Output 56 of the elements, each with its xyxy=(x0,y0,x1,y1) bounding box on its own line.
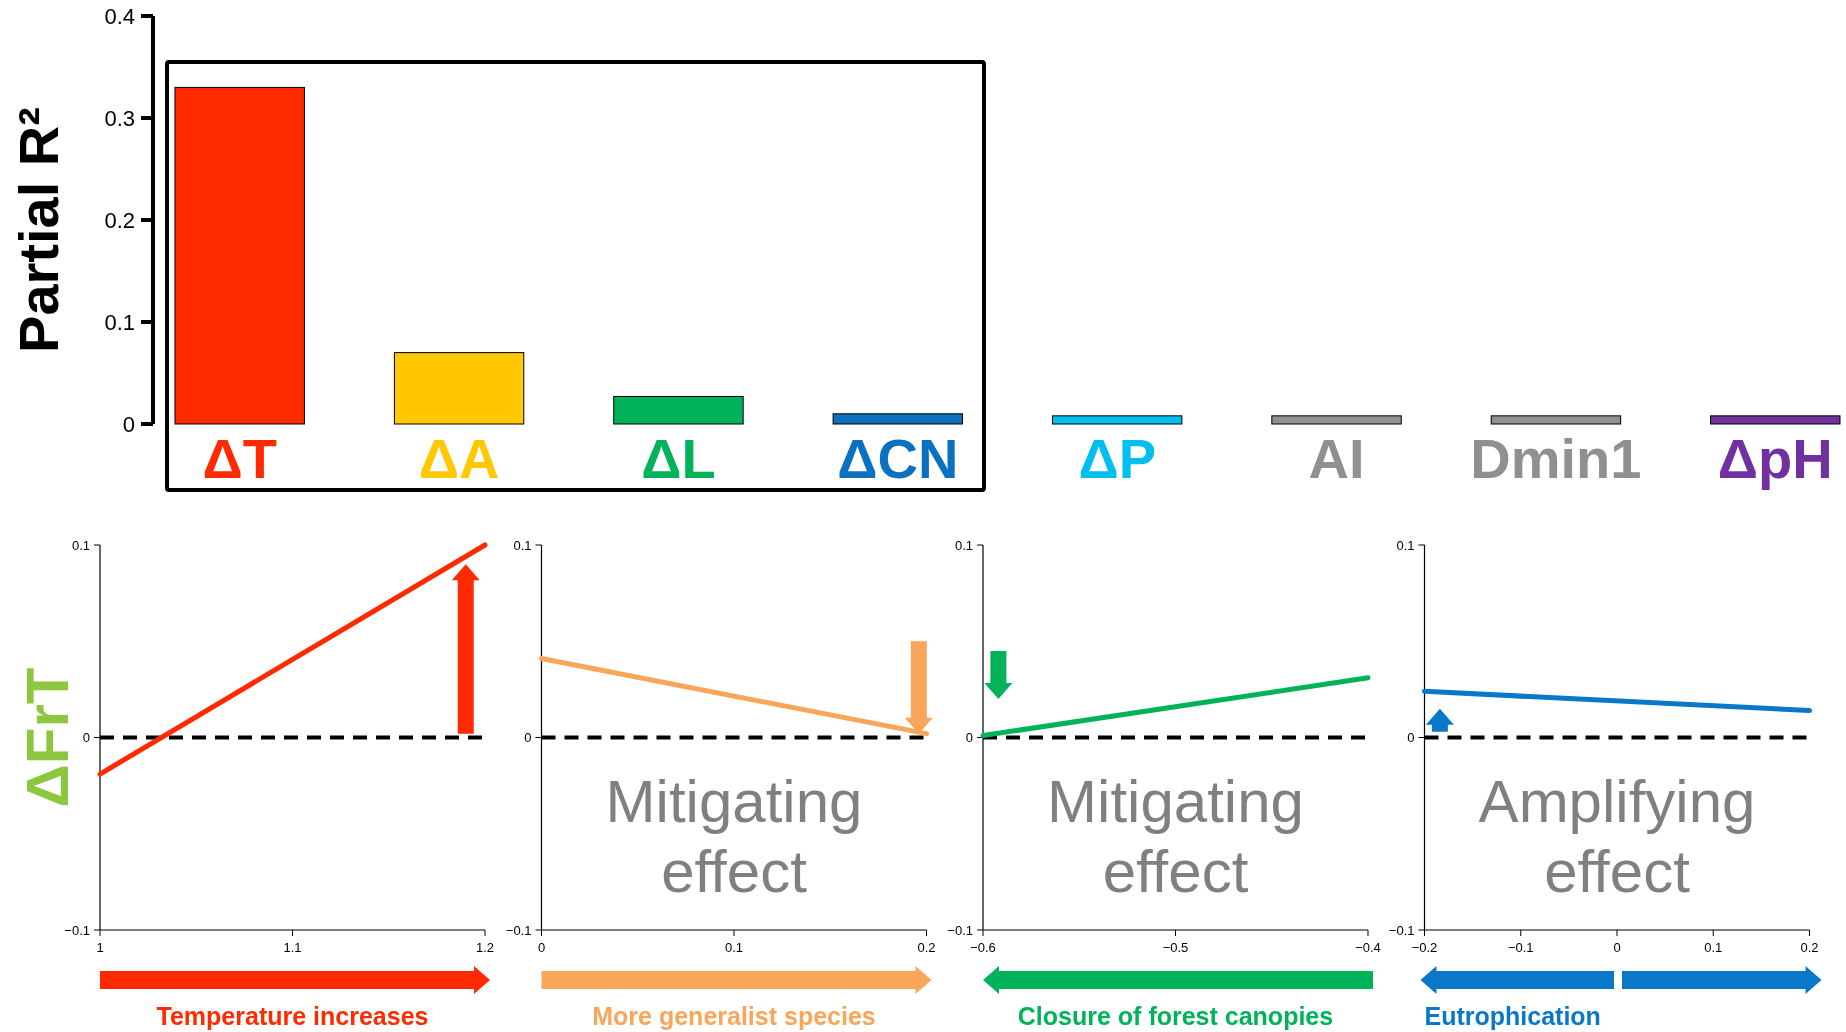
annotation: Amplifying effect xyxy=(1478,768,1756,905)
bar xyxy=(1051,415,1183,425)
x-tick-label: ΔpH xyxy=(1717,427,1833,490)
y-tick-label: 0.2 xyxy=(104,207,135,233)
x-axis-title: Temperature increases xyxy=(156,1002,429,1030)
y-tick-label: 0 xyxy=(82,730,90,746)
bar xyxy=(393,352,525,425)
x-axis-title: More generalist species xyxy=(592,1002,876,1030)
y-tick-label: 0.1 xyxy=(1396,537,1415,553)
y-tick-label: −0.1 xyxy=(1388,922,1415,938)
x-tick-label: −0.1 xyxy=(1507,940,1534,955)
x-tick-label: 0.1 xyxy=(724,940,744,955)
y-tick-label: 0.1 xyxy=(954,537,973,553)
bar xyxy=(1710,415,1841,425)
x-tick-label: −0.2 xyxy=(1411,940,1438,955)
x-tick-label: 0.2 xyxy=(1800,940,1819,955)
x-tick-label: 1.1 xyxy=(283,940,302,955)
y-tick-label: −0.1 xyxy=(947,922,973,938)
bar xyxy=(1271,415,1402,425)
y-tick-label: 0.1 xyxy=(513,537,532,553)
x-tick-label: −0.6 xyxy=(970,940,996,955)
y-tick-label: −0.1 xyxy=(505,922,532,938)
x-tick-label: 1 xyxy=(96,940,104,955)
x-axis-title: Closure of forest canopies xyxy=(1017,1002,1334,1030)
annotation: Mitigating effect xyxy=(605,768,863,905)
y-tick-label: 0 xyxy=(965,730,973,746)
x-tick-label: AI xyxy=(1308,427,1365,490)
x-tick-label: −0.4 xyxy=(1355,940,1381,955)
annotation: Mitigating effect xyxy=(1047,768,1304,905)
x-tick-label: ΔT xyxy=(202,427,277,490)
x-tick-label: ΔL xyxy=(641,427,716,490)
y-tick-label: 0 xyxy=(524,730,532,746)
x-tick-label: Dmin1 xyxy=(1470,427,1642,490)
y-tick-label: −0.1 xyxy=(64,922,90,938)
x-tick-label: 0.2 xyxy=(917,940,936,955)
y-axis-title: ΔFrT xyxy=(14,667,81,808)
x-axis-title: Eutrophication xyxy=(1424,1002,1601,1030)
bar xyxy=(832,413,964,425)
bar xyxy=(613,395,744,425)
y-tick-label: 0 xyxy=(122,411,135,437)
x-tick-label: 0 xyxy=(537,940,546,955)
x-tick-label: ΔCN xyxy=(837,427,959,490)
x-tick-label: 1.2 xyxy=(475,940,495,955)
bar xyxy=(174,86,305,425)
x-tick-label: ΔA xyxy=(418,427,500,490)
x-tick-label: 0 xyxy=(1613,940,1621,955)
x-tick-label: ΔP xyxy=(1078,427,1156,490)
x-tick-label: −0.5 xyxy=(1162,940,1189,955)
y-tick-label: 0 xyxy=(1407,730,1415,746)
x-tick-label: 0.1 xyxy=(1704,940,1723,955)
y-tick-label: 0.3 xyxy=(104,105,135,131)
y-tick-label: 0.4 xyxy=(104,3,135,29)
y-tick-label: 0.1 xyxy=(104,309,135,335)
bar xyxy=(1490,415,1622,425)
y-tick-label: 0.1 xyxy=(71,537,90,553)
y-axis-title: Partial R² xyxy=(7,107,70,353)
